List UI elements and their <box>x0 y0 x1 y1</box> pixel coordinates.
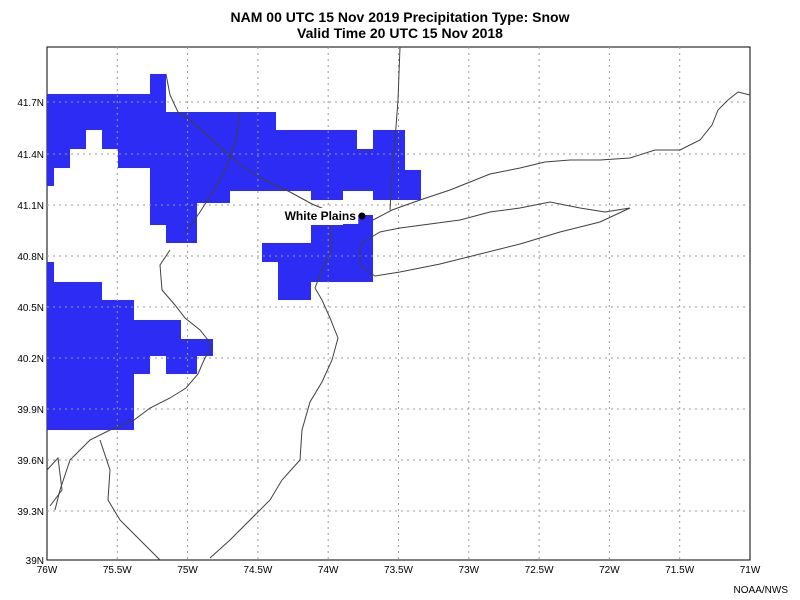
snow-region-nyc <box>262 215 373 300</box>
city-marker: White Plains <box>282 208 366 224</box>
credit-label: NOAA/NWS <box>733 585 788 596</box>
longitude-tick-label: 73W <box>459 565 480 576</box>
latitude-tick-label: 41.4N <box>17 150 44 161</box>
snow-region-southwest <box>47 262 213 430</box>
long-island <box>359 201 631 277</box>
latitude-tick-label: 40.8N <box>17 252 44 263</box>
latitude-labels: 41.7N 41.4N 41.1N 40.8N 40.5N 40.2N 39.9N 39.6N… <box>17 98 44 567</box>
nj-coast <box>209 224 339 559</box>
connecticut-coast <box>372 91 751 221</box>
city-label-background <box>282 208 359 224</box>
latitude-tick-label: 39N <box>26 556 44 567</box>
longitude-tick-label: 74W <box>318 565 339 576</box>
city-label: White Plains <box>285 209 357 223</box>
longitude-tick-label: 75.5W <box>103 565 132 576</box>
longitude-tick-label: 72.5W <box>525 565 554 576</box>
latitude-tick-label: 41.7N <box>17 98 44 109</box>
coastlines <box>46 46 751 561</box>
latitude-tick-label: 41.1N <box>17 201 44 212</box>
latitude-tick-label: 39.3N <box>17 507 44 518</box>
latitude-tick-label: 40.5N <box>17 303 44 314</box>
latitude-tick-label: 39.6N <box>17 456 44 467</box>
longitude-tick-label: 76W <box>37 565 58 576</box>
md-shoreline <box>46 456 63 507</box>
delaware-bay <box>99 439 161 561</box>
ny-nj-boundary <box>165 73 337 215</box>
map-subtitle: Valid Time 20 UTC 15 Nov 2018 <box>297 25 503 41</box>
pa-nj-boundary <box>185 111 241 233</box>
longitude-tick-label: 71.5W <box>665 565 694 576</box>
ny-ct-boundary <box>389 46 401 211</box>
latitude-tick-label: 40.2N <box>17 354 44 365</box>
latitude-tick-label: 39.9N <box>17 405 44 416</box>
city-dot <box>358 212 366 220</box>
longitude-tick-label: 72W <box>599 565 620 576</box>
map-title: NAM 00 UTC 15 Nov 2019 Precipitation Typ… <box>230 9 570 25</box>
longitude-tick-label: 75W <box>177 565 198 576</box>
graticule <box>47 47 750 560</box>
longitude-tick-label: 73.5W <box>384 565 413 576</box>
longitude-tick-label: 74.5W <box>243 565 272 576</box>
longitude-tick-label: 71W <box>740 565 761 576</box>
longitude-labels: 76W 75.5W 75W 74.5W 74W 73.5W 73W 72.5W 72W 71.5W… <box>37 565 761 576</box>
delaware-river <box>54 249 213 511</box>
